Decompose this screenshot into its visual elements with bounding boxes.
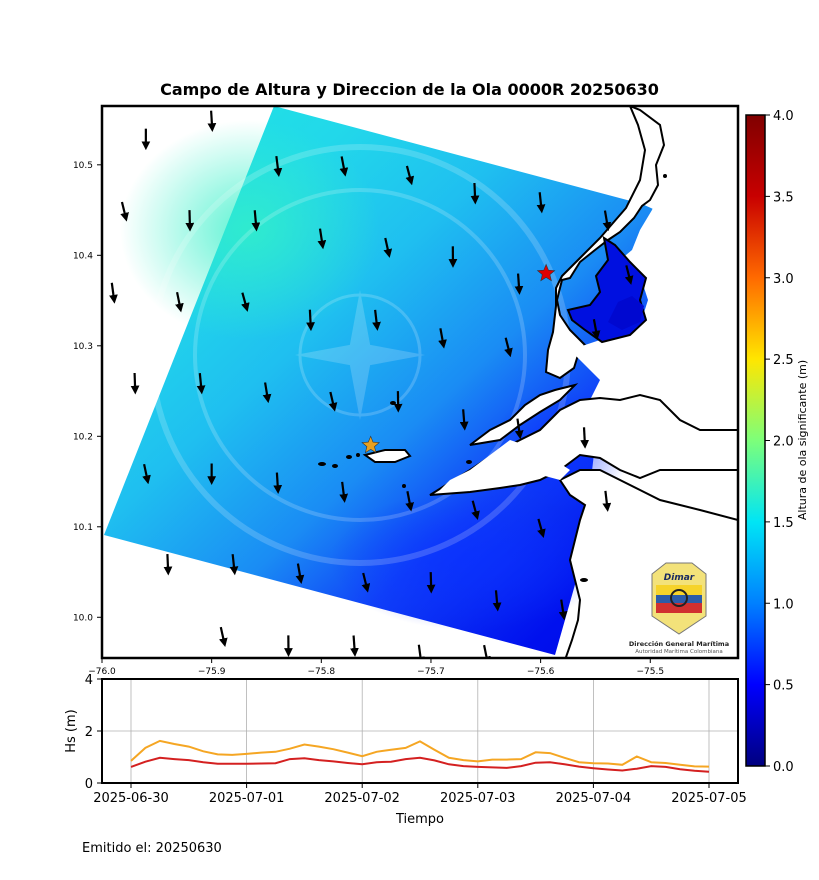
location-markers: [361, 263, 556, 454]
map-ytick-label: 10.2: [73, 432, 93, 442]
wave-arrow: [273, 155, 283, 178]
wave-arrow: [229, 554, 239, 576]
wave-arrow: [262, 382, 272, 404]
wave-arrow: [416, 644, 425, 658]
ts-xlabel: Tiempo: [395, 812, 444, 827]
wave-arrow: [471, 500, 480, 521]
colorbar-tick-label: 3.5: [773, 190, 794, 205]
wave-arrow: [175, 291, 184, 313]
timeseries-chart: 2025-06-30 2025-07-01 2025-07-02 2025-07-03…: [64, 673, 747, 827]
wave-arrow: [361, 572, 371, 593]
ts-ylabel: Hs (m): [64, 709, 79, 753]
wave-arrow: [295, 563, 305, 585]
wave-arrow: [514, 273, 524, 295]
map-xtick-label: −75.5: [636, 667, 664, 677]
wave-arrow: [241, 292, 250, 312]
wave-arrow: [339, 156, 349, 177]
wave-arrow: [350, 635, 359, 657]
colorbar-tick-label: 2.5: [773, 353, 794, 368]
wave-arrow: [251, 210, 261, 232]
ts-xtick-label: 2025-07-01: [209, 791, 285, 806]
colorbar-tick-label: 2.0: [773, 435, 794, 450]
wave-arrow: [580, 427, 590, 449]
wave-arrow: [372, 309, 381, 331]
wave-arrow: [470, 182, 480, 205]
wave-arrow: [558, 599, 568, 621]
dimar-logo: Dimar Dirección General Marítima Autorid…: [629, 562, 729, 655]
wave-arrow: [163, 553, 173, 576]
map-ytick-label: 10.5: [73, 161, 93, 171]
wave-arrow: [514, 418, 524, 440]
colorbar: 0.0 0.5 1.0 1.5 2.0 2.5 3.0 3.5 4.0 Altura de ol…: [745, 109, 809, 775]
wave-arrow: [130, 372, 140, 395]
wave-arrow: [142, 463, 151, 485]
colorbar-tick-label: 0.5: [773, 679, 794, 694]
wave-arrow: [537, 518, 546, 539]
star-marker: [536, 263, 556, 282]
ts-ytick-label: 2: [85, 725, 93, 740]
map-xtick-label: −75.7: [417, 667, 445, 677]
map-xtick-label: −76.0: [88, 667, 116, 677]
wave-arrow: [602, 490, 612, 512]
wave-arrow: [492, 590, 502, 612]
wave-arrow: [504, 337, 513, 358]
map-ytick-label: 10.0: [73, 613, 93, 623]
wave-arrow: [109, 282, 118, 304]
map-xtick-label: −75.8: [308, 667, 336, 677]
map-ytick-label: 10.1: [73, 523, 93, 533]
wave-arrow: [207, 110, 217, 133]
wave-arrow: [273, 472, 283, 494]
svg-text:Dimar: Dimar: [664, 573, 695, 583]
map-frame: [100, 104, 740, 660]
wave-direction-arrows: [109, 110, 634, 658]
star-marker: [361, 435, 380, 454]
wave-arrow: [196, 373, 206, 395]
ts-xtick-label: 2025-07-02: [324, 791, 400, 806]
chart-title: Campo de Altura y Direccion de la Ola 00…: [160, 80, 659, 99]
wave-arrow: [339, 481, 349, 503]
wave-arrow: [459, 409, 469, 431]
colorbar-tick-label: 1.0: [773, 597, 794, 612]
logo-line1: Dirección General Marítima: [629, 640, 729, 648]
colorbar-tick-label: 0.0: [773, 760, 794, 775]
colorbar-label: Altura de ola significante (m): [796, 360, 809, 520]
colorbar-tick-label: 3.0: [773, 272, 794, 287]
map-ytick-label: 10.4: [73, 251, 93, 261]
wave-arrow: [383, 237, 393, 258]
wave-arrow: [602, 210, 612, 232]
ts-series-line: [130, 756, 710, 773]
wave-arrow: [405, 491, 414, 512]
ts-xtick-label: 2025-07-05: [671, 791, 747, 806]
ts-ytick-label: 4: [85, 673, 93, 688]
ts-xtick-label: 2025-06-30: [93, 791, 169, 806]
wave-arrow: [405, 165, 415, 186]
issued-date: Emitido el: 20250630: [82, 841, 222, 856]
wave-arrow: [328, 391, 338, 412]
ts-xtick-label: 2025-07-03: [440, 791, 516, 806]
map-xtick-label: −75.9: [198, 667, 226, 677]
wave-arrow: [317, 228, 327, 250]
ts-series-line: [130, 739, 710, 768]
wave-arrow: [306, 309, 315, 332]
map-ytick-label: 10.3: [73, 342, 93, 352]
wave-arrow: [482, 644, 491, 658]
map-xtick-label: −75.6: [527, 667, 555, 677]
wave-arrow: [536, 192, 546, 214]
map-axis-ticks: −76.0 −75.9 −75.8 −75.7 −75.6 −75.5 10.0 10.1 10…: [73, 161, 664, 677]
wave-arrow: [120, 201, 129, 222]
ts-ytick-label: 0: [85, 777, 93, 792]
wave-arrow: [438, 328, 447, 349]
wave-arrow: [591, 319, 601, 340]
wave-arrow: [624, 265, 634, 285]
land-mass: [362, 106, 738, 658]
wave-height-field: [104, 106, 700, 655]
colorbar-tick-label: 1.5: [773, 516, 794, 531]
colorbar-tick-label: 4.0: [773, 109, 794, 124]
ts-xtick-label: 2025-07-04: [556, 791, 632, 806]
logo-line2: Autoridad Marítima Colombiana: [635, 648, 722, 655]
wave-arrow: [219, 626, 228, 648]
